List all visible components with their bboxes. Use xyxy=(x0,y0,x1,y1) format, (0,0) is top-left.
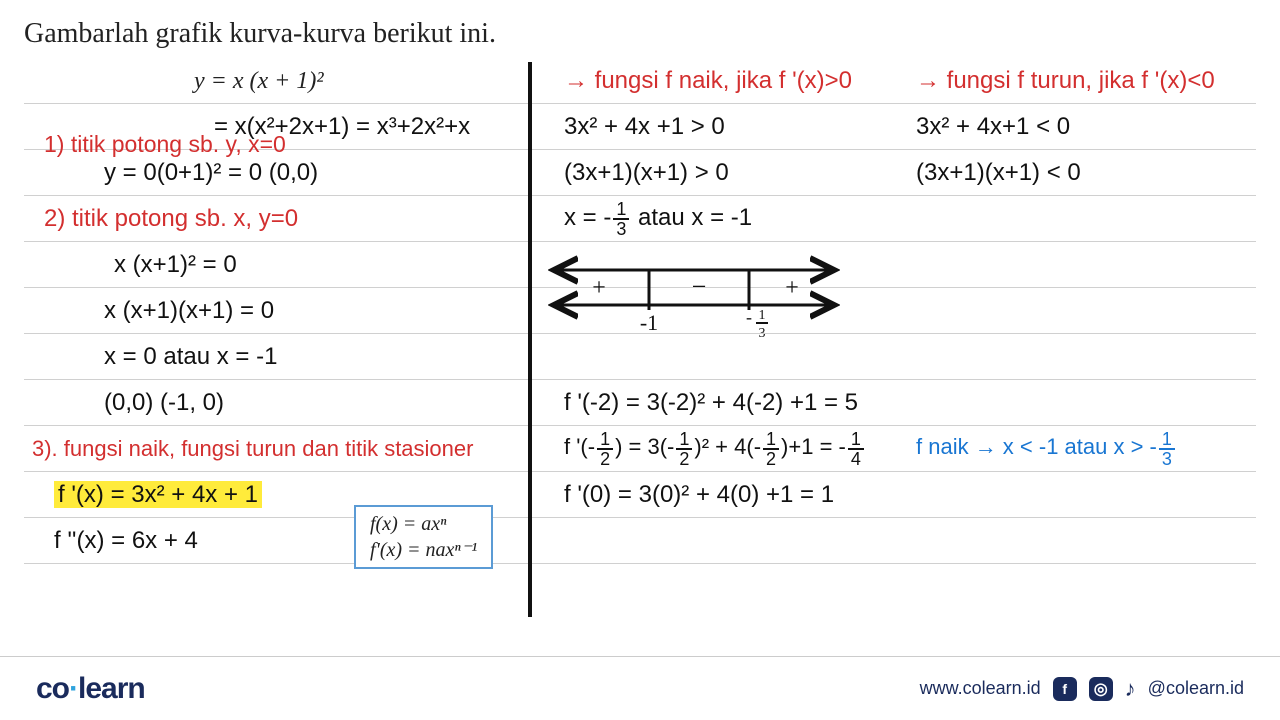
fdoubleprime-expression: f ''(x) = 6x + 4 xyxy=(54,527,198,554)
tiktok-icon: ♪ xyxy=(1125,676,1136,702)
right-heading-naik: → fungsi f naik, jika f '(x)>0 xyxy=(564,67,852,94)
roots-line: x = -13 atau x = -1 xyxy=(564,204,752,231)
ineq-turun-2: (3x+1)(x+1) < 0 xyxy=(916,159,1081,186)
footer-handle: @colearn.id xyxy=(1148,678,1244,699)
fprime-at-neg2: f '(-2) = 3(-2)² + 4(-2) +1 = 5 xyxy=(564,389,858,416)
fprime-at-neg-half: f '(-12) = 3(-12)² + 4(-12)+1 = -14 xyxy=(564,434,866,459)
page-title: Gambarlah grafik kurva-kurva berikut ini… xyxy=(24,18,1256,50)
ineq-naik-1: 3x² + 4x +1 > 0 xyxy=(564,113,725,140)
ineq-turun-1: 3x² + 4x+1 < 0 xyxy=(916,113,1070,140)
right-heading-turun: → fungsi f turun, jika f '(x)<0 xyxy=(916,67,1215,94)
conclusion-naik: f naik → x < -1 atau x > -13 xyxy=(916,434,1177,459)
instagram-icon: ◎ xyxy=(1089,677,1113,701)
fprime-at-zero: f '(0) = 3(0)² + 4(0) +1 = 1 xyxy=(564,481,834,508)
footer: co·learn www.colearn.id f ◎ ♪ @colearn.i… xyxy=(0,656,1280,720)
equation-printed: y = x (x + 1)² xyxy=(194,68,324,94)
vertical-divider xyxy=(528,62,532,617)
section-2-heading: 2) titik potong sb. x, y=0 xyxy=(44,205,298,232)
fprime-expression: f '(x) = 3x² + 4x + 1 xyxy=(54,481,262,508)
section-1-line-1: y = 0(0+1)² = 0 (0,0) xyxy=(44,159,318,186)
section-2-line-4: (0,0) (-1, 0) xyxy=(104,389,224,416)
section-2-line-1: x (x+1)² = 0 xyxy=(114,251,237,278)
footer-url: www.colearn.id xyxy=(920,678,1041,699)
facebook-icon: f xyxy=(1053,677,1077,701)
section-3-heading: 3). fungsi naik, fungsi turun dan titik … xyxy=(32,436,473,461)
section-2-line-2: x (x+1)(x+1) = 0 xyxy=(104,297,274,324)
ineq-naik-2: (3x+1)(x+1) > 0 xyxy=(564,159,729,186)
logo: co·learn xyxy=(36,672,145,706)
section-1-heading: 1) titik potong sb. y, x=0 xyxy=(44,131,286,158)
derivative-rule-box: f(x) = axⁿ f'(x) = naxⁿ⁻¹ xyxy=(354,505,493,569)
section-2-line-3: x = 0 atau x = -1 xyxy=(104,343,277,370)
